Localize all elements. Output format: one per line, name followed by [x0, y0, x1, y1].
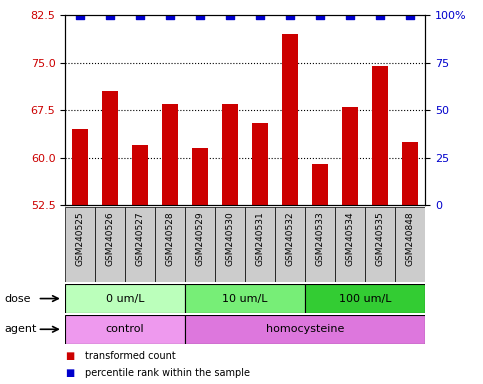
Text: ■: ■ [65, 368, 74, 378]
Point [406, 12, 414, 18]
Point [196, 12, 204, 18]
Point [346, 12, 354, 18]
Bar [365, 207, 395, 282]
Text: dose: dose [5, 293, 31, 304]
Bar [185, 207, 215, 282]
Bar [342, 107, 358, 205]
Bar [155, 207, 185, 282]
Text: control: control [106, 324, 144, 334]
Text: homocysteine: homocysteine [266, 324, 344, 334]
Point [286, 12, 294, 18]
Bar [102, 91, 118, 205]
Point [106, 12, 114, 18]
Text: 100 um/L: 100 um/L [339, 293, 391, 304]
Text: percentile rank within the sample: percentile rank within the sample [85, 368, 250, 378]
Bar [282, 35, 298, 205]
Bar [65, 284, 185, 313]
Bar [65, 207, 95, 282]
Text: GSM240535: GSM240535 [376, 211, 384, 266]
Bar [192, 149, 208, 205]
Text: transformed count: transformed count [85, 351, 175, 361]
Text: GSM240529: GSM240529 [196, 211, 205, 266]
Bar [125, 207, 155, 282]
Bar [372, 66, 388, 205]
Bar [402, 142, 418, 205]
Point [316, 12, 324, 18]
Text: 10 um/L: 10 um/L [222, 293, 268, 304]
Point [166, 12, 174, 18]
Bar [305, 207, 335, 282]
Bar [162, 104, 178, 205]
Bar [222, 104, 239, 205]
Point [376, 12, 384, 18]
Text: GSM240848: GSM240848 [406, 211, 414, 266]
Point [256, 12, 264, 18]
Bar [335, 207, 365, 282]
Bar [185, 315, 425, 344]
Text: GSM240532: GSM240532 [285, 211, 295, 266]
Text: GSM240528: GSM240528 [166, 211, 175, 266]
Bar [305, 284, 425, 313]
Text: agent: agent [5, 324, 37, 334]
Point [226, 12, 234, 18]
Point [76, 12, 84, 18]
Text: GSM240533: GSM240533 [315, 211, 325, 266]
Bar [72, 129, 88, 205]
Point [136, 12, 144, 18]
Bar [215, 207, 245, 282]
Text: 0 um/L: 0 um/L [106, 293, 144, 304]
Text: GSM240530: GSM240530 [226, 211, 235, 266]
Text: GSM240526: GSM240526 [106, 211, 114, 266]
Text: GSM240527: GSM240527 [136, 211, 145, 266]
Text: ■: ■ [65, 351, 74, 361]
Bar [395, 207, 425, 282]
Bar [245, 207, 275, 282]
Bar [185, 284, 305, 313]
Bar [65, 315, 185, 344]
Bar [95, 207, 125, 282]
Bar [275, 207, 305, 282]
Text: GSM240525: GSM240525 [76, 211, 85, 266]
Bar [252, 123, 269, 205]
Bar [312, 164, 328, 205]
Text: GSM240531: GSM240531 [256, 211, 265, 266]
Text: GSM240534: GSM240534 [345, 211, 355, 266]
Bar [132, 145, 148, 205]
